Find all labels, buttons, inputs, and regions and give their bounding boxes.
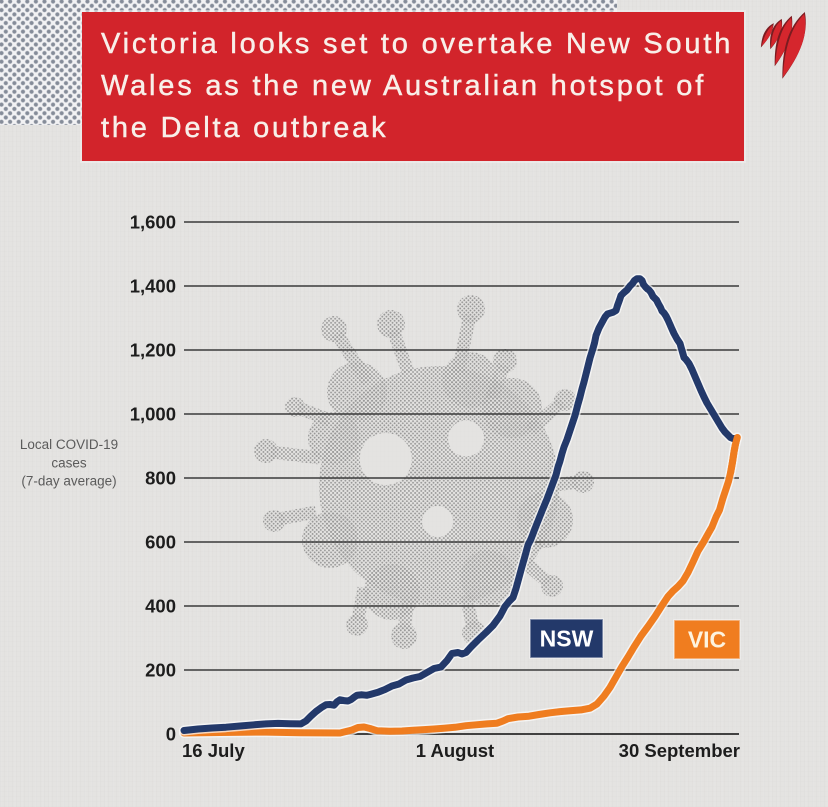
svg-text:400: 400 [145, 596, 176, 617]
svg-text:1,600: 1,600 [130, 212, 176, 233]
svg-text:cases: cases [51, 456, 87, 471]
svg-text:1,400: 1,400 [130, 276, 176, 297]
svg-text:1,200: 1,200 [130, 340, 176, 361]
svg-text:1 August: 1 August [416, 740, 494, 761]
svg-text:VIC: VIC [688, 627, 726, 653]
svg-text:1,000: 1,000 [130, 404, 176, 425]
svg-text:NSW: NSW [540, 626, 594, 652]
svg-text:200: 200 [145, 660, 176, 681]
svg-text:Local COVID-19: Local COVID-19 [20, 437, 118, 452]
svg-text:16 July: 16 July [182, 740, 245, 761]
svg-text:800: 800 [145, 468, 176, 489]
svg-text:(7-day average): (7-day average) [21, 474, 116, 489]
svg-text:0: 0 [166, 724, 176, 745]
svg-text:30 September: 30 September [619, 740, 740, 761]
svg-text:600: 600 [145, 532, 176, 553]
